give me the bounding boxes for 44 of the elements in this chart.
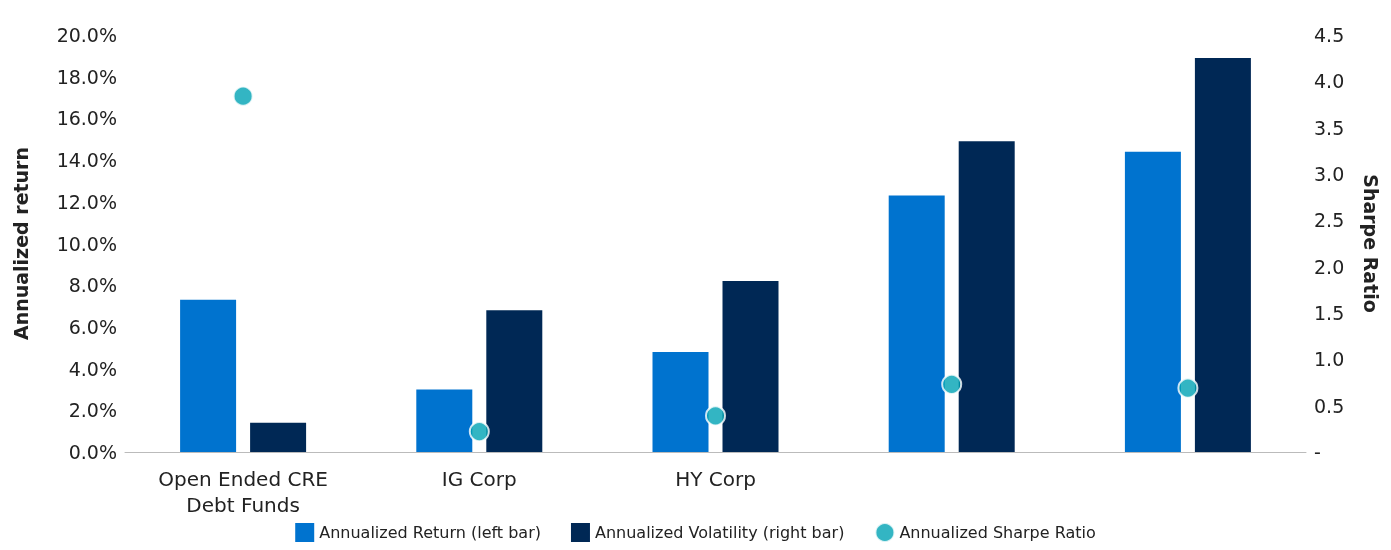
y-tick-label: 14.0% [56, 149, 117, 172]
bar [416, 389, 473, 452]
legend-label: Annualized Return (left bar) [319, 523, 541, 542]
y-tick-label: 16.0% [56, 107, 117, 130]
y-tick-label: 12.0% [56, 190, 117, 213]
y2-tick-label: 1.0 [1314, 348, 1345, 371]
bar [652, 351, 709, 452]
bar [250, 422, 307, 452]
y2-tick-label: 4.0 [1314, 70, 1345, 93]
y2-tick-label: 3.0 [1314, 163, 1345, 185]
y-tick-label: 4.0% [68, 357, 117, 380]
y2-tick-label: - [1314, 441, 1321, 463]
point [705, 405, 726, 427]
y2-tick-label: 2.0 [1314, 255, 1345, 278]
y2-tick-label: 0.5 [1314, 394, 1345, 417]
point [1177, 377, 1199, 399]
bar [722, 281, 779, 452]
y-tick-label: 20.0% [56, 24, 117, 46]
y-tick-label: 10.0% [56, 232, 117, 255]
y-tick-label: 0.0% [68, 441, 117, 463]
point [232, 85, 254, 107]
bar [486, 310, 543, 452]
y-tick-label: 6.0% [68, 315, 117, 338]
y-tick-label: 2.0% [68, 399, 117, 422]
y-tick-label: 8.0% [68, 274, 117, 297]
bar [1124, 151, 1181, 452]
legend-label: Annualized Sharpe Ratio [899, 523, 1096, 542]
y2-tick-label: 2.5 [1314, 209, 1345, 232]
bar [958, 141, 1015, 452]
y-tick-label: 18.0% [56, 65, 117, 88]
y-axis-title: Annualized return [9, 146, 32, 341]
x-tick-label: HY Corp [675, 467, 756, 491]
y2-axis-title: Sharpe Ratio [1359, 174, 1382, 313]
bar [180, 299, 237, 452]
point [468, 421, 490, 443]
bar [1194, 57, 1251, 452]
y2-tick-label: 3.5 [1314, 116, 1345, 139]
bar [888, 195, 945, 452]
x-tick-label: IG Corp [441, 467, 517, 491]
x-tick-label: Open Ended CRE Debt Funds [158, 467, 328, 517]
y2-tick-label: 4.5 [1314, 24, 1345, 46]
legend-label: Annualized Volatility (right bar) [594, 523, 845, 542]
y2-tick-label: 1.5 [1314, 302, 1345, 324]
point [941, 373, 963, 395]
